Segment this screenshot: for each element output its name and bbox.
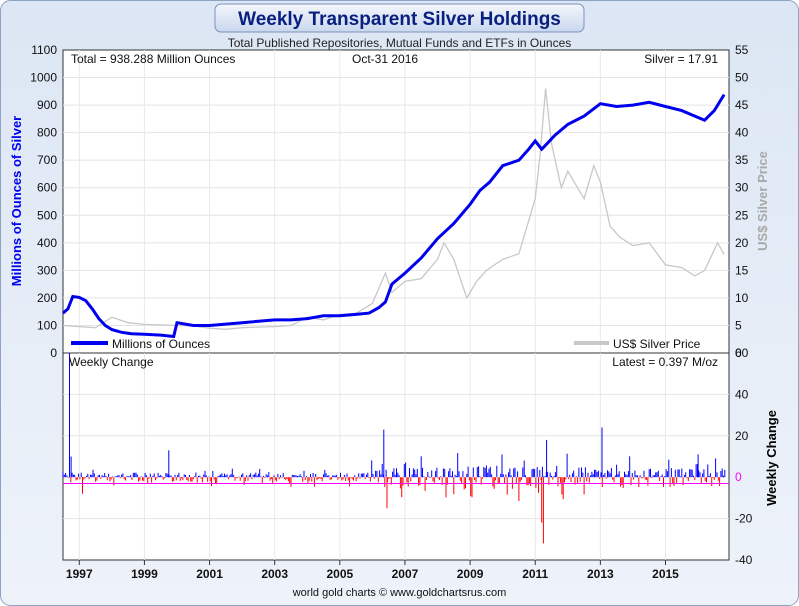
- latest-annotation: Latest = 0.397 M/oz: [612, 355, 718, 369]
- right-tick-label: 15: [735, 263, 749, 277]
- weekly-change-axis-title: Weekly Change: [764, 410, 779, 506]
- top-plot-area: [62, 49, 730, 354]
- right-tick-label: 50: [735, 71, 749, 85]
- left-tick-label: 1000: [30, 71, 57, 85]
- weekly-change-tick-label: -20: [735, 512, 753, 526]
- weekly-change-bars: [62, 353, 726, 544]
- x-tick-label: 1997: [66, 567, 93, 581]
- weekly-change-tick-label: 40: [735, 387, 749, 401]
- footer-credit: world gold charts © www.goldchartsrus.co…: [292, 587, 507, 599]
- weekly-change-label: Weekly Change: [69, 355, 154, 369]
- left-tick-label: 400: [37, 236, 57, 250]
- x-tick-label: 2011: [522, 567, 548, 581]
- left-tick-label: 800: [37, 126, 57, 140]
- right-tick-label: 5: [735, 318, 742, 332]
- silver-annotation: Silver = 17.91: [644, 52, 718, 66]
- weekly-change-tick-label: 60: [735, 346, 749, 360]
- chart-title: Weekly Transparent Silver Holdings: [238, 9, 561, 30]
- right-tick-label: 35: [735, 153, 749, 167]
- right-tick-label: 0: [735, 346, 742, 360]
- legend-holdings-label: Millions of Ounces: [112, 337, 210, 351]
- right-tick-label: 20: [735, 236, 749, 250]
- x-tick-label: 2013: [587, 567, 614, 581]
- right-tick-label: 45: [735, 98, 749, 112]
- right-axis-ticks: 0 5 10 15 20 25 30 35 40 45 50 55: [735, 43, 749, 360]
- left-axis-ticks: 0 100 200 300 400 500 600 700 800 900 1000 1100: [30, 43, 57, 360]
- left-tick-label: 300: [37, 263, 57, 277]
- left-tick-label: 200: [37, 291, 57, 305]
- left-tick-label: 100: [37, 318, 57, 332]
- holdings-line: [62, 93, 726, 339]
- bottom-plot-area: [62, 352, 730, 561]
- x-tick-label: 2003: [261, 567, 288, 581]
- x-tick-label: 2009: [457, 567, 484, 581]
- date-annotation: Oct-31 2016: [352, 52, 418, 66]
- bottom-gridlines: [63, 353, 729, 560]
- legend-price-label: US$ Silver Price: [613, 337, 701, 351]
- weekly-change-tick-label: 20: [735, 429, 749, 443]
- left-axis-title: Millions of Ounces of Silver: [9, 116, 24, 286]
- weekly-change-tick-label: 0: [735, 470, 742, 484]
- left-tick-label: 500: [37, 208, 57, 222]
- left-tick-label: 600: [37, 181, 57, 195]
- left-tick-label: 1100: [31, 43, 57, 57]
- right-tick-label: 25: [735, 208, 749, 222]
- weekly-change-tick-label: -40: [735, 553, 753, 567]
- x-tick-label: 2005: [326, 567, 353, 581]
- left-tick-label: 900: [37, 98, 57, 112]
- right-tick-label: 10: [735, 291, 749, 305]
- right-tick-label: 55: [735, 43, 749, 57]
- x-tick-label: 2015: [652, 567, 679, 581]
- weekly-change-axis-ticks: -40 -20 0 20 40 60: [735, 346, 753, 567]
- left-tick-label: 700: [37, 153, 57, 167]
- x-tick-label: 2001: [196, 567, 223, 581]
- right-axis-title: US$ Silver Price: [755, 151, 770, 251]
- title-box: [214, 3, 585, 33]
- total-annotation: Total = 938.288 Million Ounces: [71, 52, 235, 66]
- x-tick-label: 2007: [392, 567, 419, 581]
- chart-subtitle: Total Published Repositories, Mutual Fun…: [228, 36, 572, 50]
- right-tick-label: 30: [735, 181, 749, 195]
- x-tick-label: 1999: [131, 567, 158, 581]
- top-gridlines: [63, 50, 729, 353]
- silver-price-line: [62, 88, 725, 330]
- left-tick-label: 0: [50, 346, 57, 360]
- right-tick-label: 40: [735, 126, 749, 140]
- x-axis-ticks: 1997 1999 2001 2003 2005 2007 2009 2011 2013 2015: [66, 560, 679, 581]
